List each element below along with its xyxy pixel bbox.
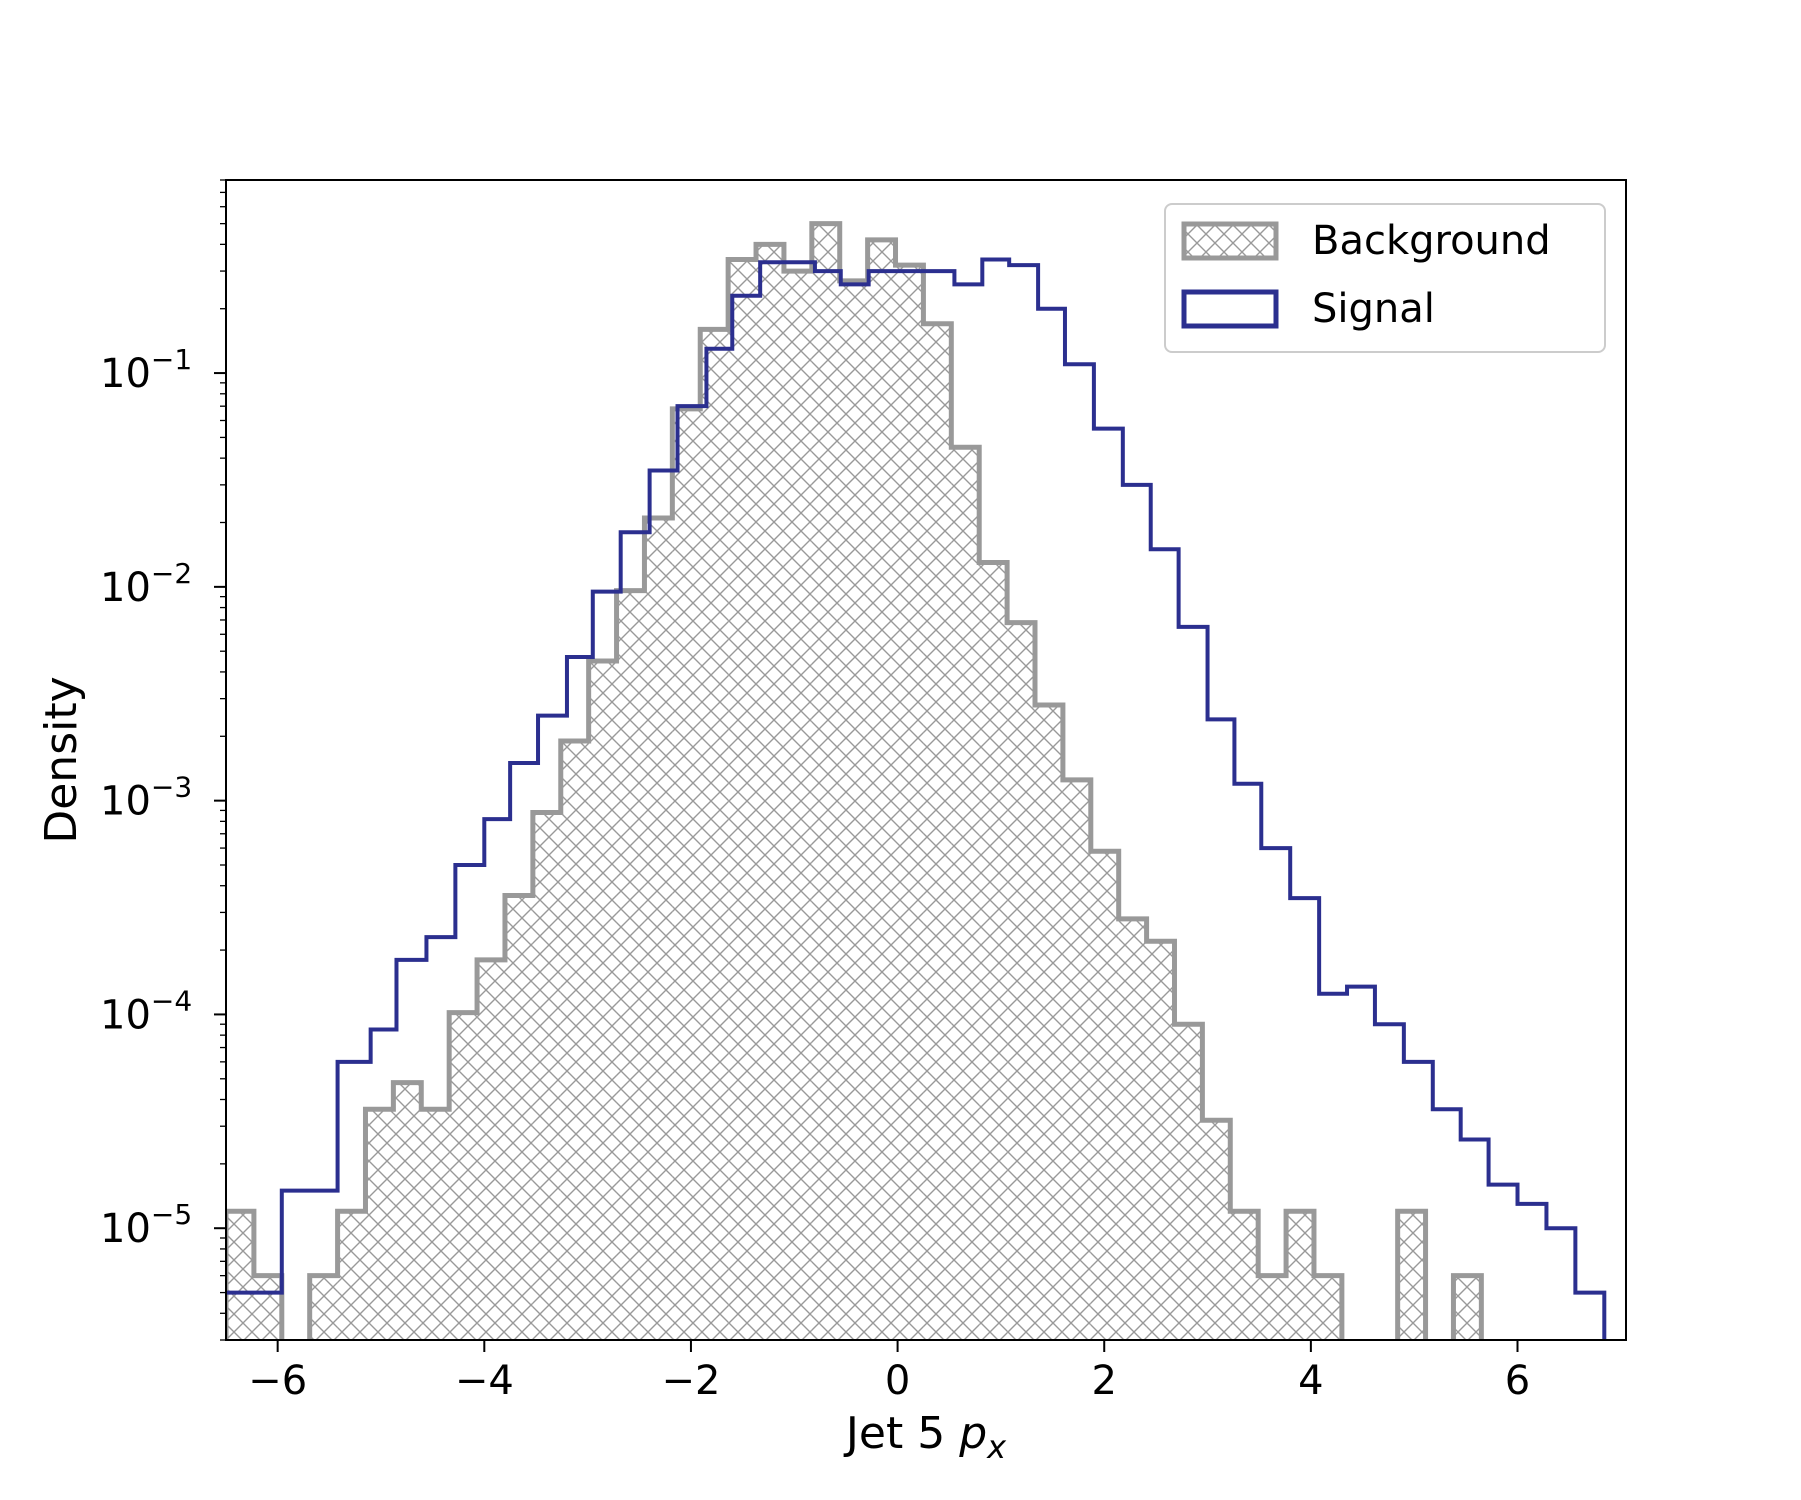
background-bar <box>560 741 589 1340</box>
legend-label-background: Background <box>1312 218 1551 264</box>
background-outline <box>226 221 1484 1340</box>
background-bar <box>1118 918 1147 1340</box>
x-tick-label: −4 <box>455 1358 514 1404</box>
y-tick-label: 10−2 <box>100 557 192 611</box>
legend-swatch-background <box>1181 221 1279 261</box>
background-bar <box>1146 941 1175 1340</box>
x-axis-label: Jet 5 px <box>843 1408 1007 1466</box>
background-bar <box>449 1012 478 1340</box>
background-bar <box>867 239 896 1340</box>
background-bar <box>1258 1275 1287 1340</box>
background-bar <box>839 280 868 1340</box>
background-bar <box>337 1211 366 1340</box>
background-bar <box>756 244 784 1340</box>
legend-label-signal: Signal <box>1312 286 1435 332</box>
background-bar <box>1230 1211 1259 1340</box>
background-bar <box>979 562 1008 1340</box>
background-bar <box>644 517 673 1340</box>
plot-frame <box>225 179 1627 1341</box>
background-bar <box>951 447 980 1340</box>
y-axis: 10−1 10−2 10−3 10−4 10−5 <box>100 179 226 1341</box>
x-tick-label: −2 <box>661 1358 720 1404</box>
legend-swatch-signal <box>1181 289 1279 329</box>
x-tick-label: 4 <box>1298 1358 1323 1404</box>
background-bar <box>1174 1024 1203 1340</box>
background-bar <box>1453 1275 1482 1340</box>
x-axis: −6 −4 −2 0 2 4 6 <box>248 1340 1530 1404</box>
background-bar <box>700 329 729 1340</box>
y-tick-label: 10−4 <box>100 984 192 1038</box>
background-bar <box>504 895 533 1340</box>
background-bar <box>923 323 952 1340</box>
background-bar <box>1286 1211 1314 1340</box>
background-bar <box>1090 851 1119 1340</box>
histogram-layer <box>226 221 1607 1340</box>
background-bar <box>1202 1120 1231 1340</box>
background-bar <box>616 590 645 1340</box>
x-axis-label-text: Jet 5 <box>843 1408 945 1459</box>
background-bar <box>1062 779 1091 1340</box>
x-tick-label: 2 <box>1092 1358 1117 1404</box>
x-axis-label-subscript: x <box>986 1428 1007 1466</box>
background-bar <box>532 812 561 1340</box>
background-bar <box>895 265 924 1340</box>
x-axis-label-symbol: p <box>958 1408 987 1459</box>
legend: Background Signal <box>1164 203 1606 353</box>
background-bar <box>393 1082 422 1340</box>
background-bar <box>421 1109 450 1340</box>
y-tick-label: 10−5 <box>100 1198 192 1252</box>
background-bar <box>1035 705 1063 1340</box>
background-bar <box>672 408 701 1340</box>
y-axis-label: Density <box>36 676 87 843</box>
plot-area <box>225 179 1627 1341</box>
background-bar <box>783 271 812 1340</box>
background-bar <box>365 1109 394 1340</box>
background-bar <box>1007 622 1036 1340</box>
signal-step-line <box>226 257 1607 1340</box>
background-bar <box>1313 1275 1342 1340</box>
background-bar <box>309 1275 338 1340</box>
y-tick-label: 10−1 <box>100 343 192 397</box>
background-bar <box>1397 1211 1426 1340</box>
background-bar <box>728 259 757 1340</box>
x-tick-label: 0 <box>885 1358 910 1404</box>
background-bar <box>477 959 505 1340</box>
background-bar <box>226 1211 254 1340</box>
background-bar <box>588 660 617 1340</box>
background-bar <box>811 223 840 1340</box>
x-tick-label: −6 <box>248 1358 307 1404</box>
y-tick-label: 10−3 <box>100 771 192 825</box>
background-bar <box>253 1275 282 1340</box>
x-tick-label: 6 <box>1505 1358 1530 1404</box>
